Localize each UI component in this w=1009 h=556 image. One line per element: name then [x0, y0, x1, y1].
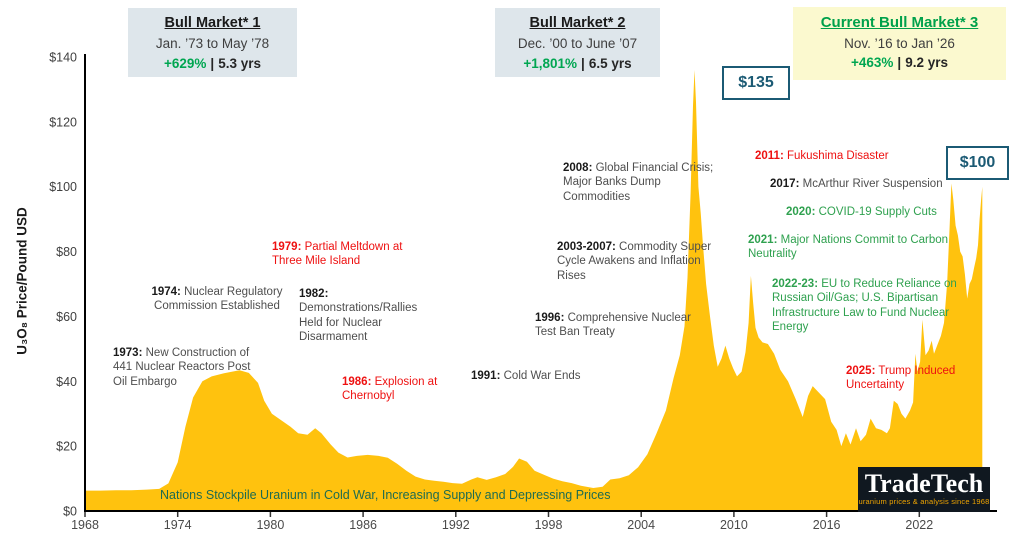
x-tick-1974: 1974 — [164, 518, 192, 532]
y-tick-$80: $80 — [56, 245, 77, 259]
y-tick-$20: $20 — [56, 440, 77, 454]
x-tick-1998: 1998 — [535, 518, 563, 532]
separator: | — [210, 55, 215, 71]
y-tick-$60: $60 — [56, 310, 77, 324]
bull-market-2-gain: +1,801% — [523, 55, 578, 71]
x-tick-1992: 1992 — [442, 518, 470, 532]
current-bull-market-3-period: Nov. ’16 to Jan ’26 — [844, 35, 955, 51]
x-tick-1986: 1986 — [349, 518, 377, 532]
event-year-1982: 1982: — [299, 288, 329, 300]
event-year-1996: 1996: — [535, 312, 565, 324]
bull-market-1-box: Bull Market* 1 Jan. ’73 to May ’78 +629%… — [128, 8, 297, 77]
bull-market-1-duration: 5.3 yrs — [218, 55, 261, 71]
y-tick-$0: $0 — [63, 505, 77, 519]
event-annotation-2003-2007: 2003-2007: Commodity Super Cycle Awakens… — [557, 241, 712, 282]
peak-price-callout: $135 — [722, 66, 790, 100]
x-tick-2016: 2016 — [813, 518, 841, 532]
bull-market-2-duration: 6.5 yrs — [588, 55, 632, 71]
y-tick-$100: $100 — [49, 180, 77, 194]
event-year-1973: 1973: — [113, 347, 143, 359]
x-tick-1968: 1968 — [71, 518, 99, 532]
bull-market-2-title: Bull Market* 2 — [529, 15, 626, 31]
event-annotation-2020: 2020: COVID-19 Supply Cuts — [786, 206, 937, 218]
event-year-2017: 2017: — [770, 178, 800, 190]
event-annotation-2025: 2025: Trump Induced Uncertainty — [846, 365, 956, 392]
event-year-2021: 2021: — [748, 234, 778, 246]
x-tick-2010: 2010 — [720, 518, 748, 532]
separator: | — [897, 55, 902, 71]
tradetech-logo: TradeTech uranium prices & analysis sinc… — [858, 467, 990, 512]
current-bull-market-3-box: Current Bull Market* 3 Nov. ’16 to Jan ’… — [793, 7, 1006, 80]
event-annotation-1991: 1991: Cold War Ends — [471, 370, 581, 382]
current-bull-market-3-gain: +463% — [851, 55, 894, 71]
event-annotation-2011: 2011: Fukushima Disaster — [755, 150, 889, 162]
event-annotation-2022-23: 2022-23: EU to Reduce Reliance on Russia… — [772, 278, 957, 334]
event-year-2003-2007: 2003-2007: — [557, 241, 616, 253]
current-bull-market-3-title: Current Bull Market* 3 — [820, 14, 979, 31]
event-year-2008: 2008: — [563, 162, 593, 174]
event-year-1986: 1986: — [342, 376, 372, 388]
tradetech-logo-tagline: uranium prices & analysis since 1968 — [858, 497, 990, 507]
y-axis-title: U₃O₈ Price/Pound USD — [14, 207, 30, 355]
event-annotation-2008: 2008: Global Financial Crisis; Major Ban… — [563, 162, 714, 203]
tradetech-logo-name: TradeTech — [864, 469, 984, 498]
event-year-2022-23: 2022-23: — [772, 278, 819, 290]
bull-market-1-period: Jan. ’73 to May ’78 — [155, 36, 270, 52]
event-annotation-2021: 2021: Major Nations Commit to Carbon Neu… — [748, 234, 949, 261]
current-bull-market-3-duration: 9.2 yrs — [905, 55, 948, 71]
y-tick-$140: $140 — [49, 51, 77, 65]
event-year-1991: 1991: — [471, 370, 501, 382]
event-year-2011: 2011: — [755, 150, 784, 162]
current-price-callout: $100 — [946, 146, 1009, 180]
bull-market-1-stats: +629% | 5.3 yrs — [128, 54, 297, 74]
event-year-2025: 2025: — [846, 365, 876, 377]
event-annotation-1974: 1974: Nuclear Regulatory Commission Esta… — [151, 286, 283, 313]
x-tick-2004: 2004 — [627, 518, 655, 532]
current-bull-market-3-stats: +463% | 9.2 yrs — [793, 53, 1006, 73]
bull-market-1-gain: +629% — [164, 55, 207, 71]
bull-market-2-stats: +1,801% | 6.5 yrs — [495, 54, 660, 74]
event-annotation-2017: 2017: McArthur River Suspension — [770, 178, 943, 190]
event-year-1974: 1974: — [151, 286, 181, 298]
y-tick-$120: $120 — [49, 115, 77, 129]
event-annotation-1979: 1979: Partial Meltdown at Three Mile Isl… — [272, 241, 403, 268]
event-annotation-1973: 1973: New Construction of 441 Nuclear Re… — [113, 347, 251, 388]
cold-war-stockpile-note: Nations Stockpile Uranium in Cold War, I… — [160, 488, 611, 502]
price-area-series — [85, 70, 983, 511]
separator: | — [581, 55, 585, 71]
y-tick-$40: $40 — [56, 375, 77, 389]
event-annotation-1982: 1982: Demonstrations/Rallies Held for Nu… — [299, 288, 418, 344]
bull-market-1-title: Bull Market* 1 — [164, 15, 261, 31]
x-tick-1980: 1980 — [256, 518, 284, 532]
bull-market-2-box: Bull Market* 2 Dec. ’00 to June ’07 +1,8… — [495, 8, 660, 77]
bull-market-2-period: Dec. ’00 to June ’07 — [517, 36, 638, 52]
event-annotation-1996: 1996: Comprehensive Nuclear Test Ban Tre… — [535, 312, 691, 339]
event-year-1979: 1979: — [272, 241, 302, 253]
event-annotation-1986: 1986: Explosion at Chernobyl — [342, 376, 438, 403]
event-year-2020: 2020: — [786, 206, 816, 218]
x-tick-2022: 2022 — [905, 518, 933, 532]
